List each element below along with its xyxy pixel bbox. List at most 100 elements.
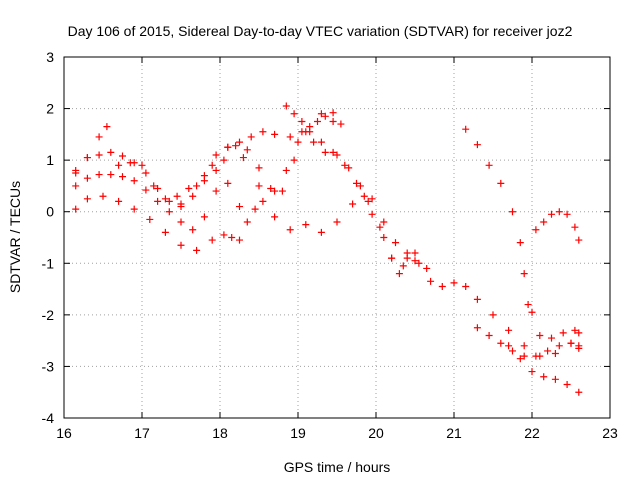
- data-point: [294, 138, 302, 146]
- data-points: [72, 102, 583, 396]
- data-point: [302, 221, 310, 229]
- data-point: [236, 236, 243, 244]
- data-point: [345, 164, 353, 172]
- data-point: [314, 117, 321, 125]
- data-point: [212, 166, 220, 174]
- data-point: [341, 161, 349, 169]
- data-point: [236, 203, 243, 211]
- data-point: [329, 109, 337, 117]
- data-point: [119, 152, 126, 160]
- data-point: [364, 197, 372, 205]
- data-point: [520, 352, 528, 360]
- data-point: [462, 282, 470, 290]
- data-point: [548, 334, 555, 342]
- data-point: [255, 164, 263, 172]
- data-point: [298, 128, 306, 136]
- y-axis-label: SDTVAR / TECUs: [7, 181, 23, 293]
- series-track-8: [473, 324, 583, 360]
- data-point: [473, 141, 481, 149]
- series-track-2: [72, 109, 337, 226]
- data-point: [282, 166, 290, 174]
- data-point: [559, 329, 567, 337]
- data-point: [208, 236, 216, 244]
- data-point: [368, 195, 376, 203]
- data-point: [473, 295, 481, 303]
- data-point: [427, 277, 435, 285]
- y-tick-label: 1: [46, 152, 54, 168]
- data-point: [247, 133, 255, 141]
- data-point: [516, 355, 524, 363]
- data-point: [388, 254, 396, 262]
- data-point: [200, 213, 208, 221]
- data-point: [142, 169, 150, 177]
- data-point: [177, 218, 185, 226]
- data-point: [243, 146, 251, 154]
- data-point: [536, 331, 544, 339]
- series-track-10: [532, 208, 583, 244]
- data-point: [540, 218, 548, 226]
- data-point: [72, 205, 80, 213]
- data-point: [505, 326, 513, 334]
- data-point: [551, 375, 559, 383]
- data-point: [555, 208, 563, 216]
- data-point: [395, 270, 403, 278]
- data-point: [224, 179, 232, 187]
- data-point: [563, 380, 571, 388]
- data-point: [329, 148, 337, 156]
- data-point: [161, 195, 169, 203]
- data-point: [575, 236, 583, 244]
- series-track-7: [462, 125, 583, 342]
- data-point: [368, 210, 376, 218]
- data-point: [333, 151, 341, 159]
- y-tick-label: -2: [42, 307, 55, 323]
- data-point: [72, 182, 80, 190]
- data-point: [107, 171, 115, 179]
- data-point: [83, 195, 91, 203]
- data-point: [575, 388, 583, 396]
- data-point: [150, 182, 158, 190]
- data-point: [575, 329, 583, 337]
- data-point: [485, 331, 493, 339]
- data-point: [438, 282, 446, 290]
- data-point: [520, 270, 528, 278]
- data-point: [540, 373, 548, 381]
- data-point: [239, 154, 247, 162]
- data-point: [99, 192, 107, 200]
- data-point: [317, 138, 325, 146]
- data-point: [392, 239, 399, 247]
- x-tick-label: 23: [602, 425, 618, 441]
- data-point: [310, 138, 318, 146]
- data-point: [232, 142, 240, 150]
- data-point: [83, 174, 91, 182]
- data-point: [161, 228, 169, 236]
- data-point: [154, 185, 162, 193]
- data-point: [376, 223, 384, 231]
- data-point: [509, 208, 516, 216]
- data-point: [189, 192, 197, 200]
- data-point: [450, 279, 458, 287]
- data-point: [220, 231, 228, 239]
- data-point: [380, 234, 388, 241]
- data-point: [321, 148, 329, 156]
- series-track-5: [177, 143, 431, 272]
- data-point: [349, 200, 357, 208]
- data-point: [528, 368, 536, 376]
- data-point: [532, 226, 540, 234]
- data-point: [353, 179, 360, 187]
- data-point: [165, 208, 173, 216]
- data-point: [130, 205, 138, 213]
- data-point: [317, 110, 325, 118]
- data-point: [177, 241, 185, 249]
- data-point: [267, 185, 275, 193]
- data-point: [278, 187, 286, 195]
- chart-title: Day 106 of 2015, Sidereal Day-to-day VTE…: [68, 23, 573, 39]
- y-tick-label: 3: [46, 49, 54, 65]
- data-point: [119, 173, 126, 181]
- series-track-9: [505, 342, 583, 396]
- y-tick-label: -1: [42, 255, 55, 271]
- x-axis-label: GPS time / hours: [284, 459, 391, 475]
- x-tick-label: 20: [368, 425, 384, 441]
- y-tick-label: -4: [42, 410, 55, 426]
- data-point: [154, 197, 162, 205]
